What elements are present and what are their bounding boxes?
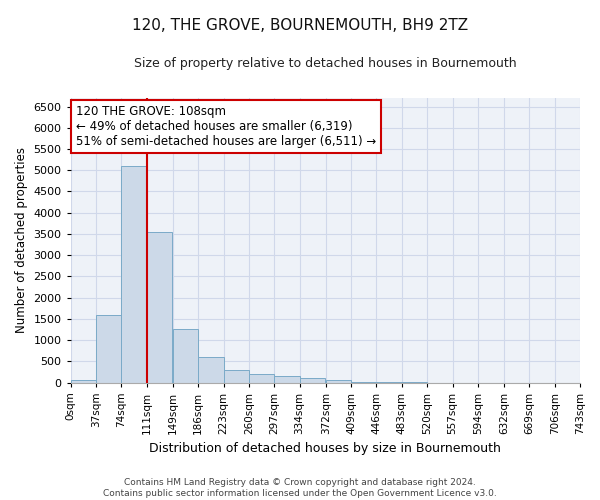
Text: 120 THE GROVE: 108sqm
← 49% of detached houses are smaller (6,319)
51% of semi-d: 120 THE GROVE: 108sqm ← 49% of detached … xyxy=(76,105,376,148)
Text: 120, THE GROVE, BOURNEMOUTH, BH9 2TZ: 120, THE GROVE, BOURNEMOUTH, BH9 2TZ xyxy=(132,18,468,32)
Bar xyxy=(121,166,147,382)
Bar xyxy=(274,376,299,382)
Title: Size of property relative to detached houses in Bournemouth: Size of property relative to detached ho… xyxy=(134,58,517,70)
Bar xyxy=(326,380,351,382)
Bar xyxy=(299,378,325,382)
Y-axis label: Number of detached properties: Number of detached properties xyxy=(15,148,28,334)
Bar xyxy=(147,232,172,382)
Bar xyxy=(96,314,121,382)
Bar xyxy=(173,328,198,382)
Bar xyxy=(224,370,249,382)
X-axis label: Distribution of detached houses by size in Bournemouth: Distribution of detached houses by size … xyxy=(149,442,501,455)
Bar xyxy=(249,374,274,382)
Text: Contains HM Land Registry data © Crown copyright and database right 2024.
Contai: Contains HM Land Registry data © Crown c… xyxy=(103,478,497,498)
Bar xyxy=(198,357,224,382)
Bar xyxy=(71,380,96,382)
